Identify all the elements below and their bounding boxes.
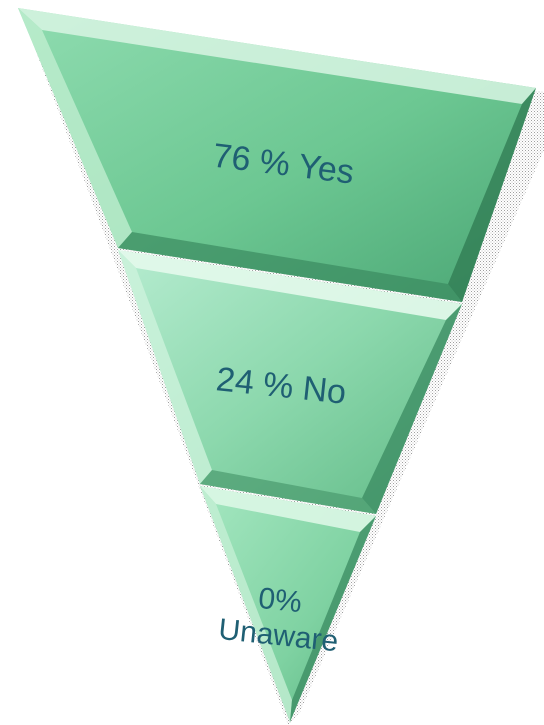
segment-label-unaware-percent: 0%: [257, 582, 304, 619]
funnel-segment-yes: [18, 8, 536, 302]
funnel-segment-unaware: [200, 486, 376, 722]
funnel-segment-no: [118, 250, 462, 514]
